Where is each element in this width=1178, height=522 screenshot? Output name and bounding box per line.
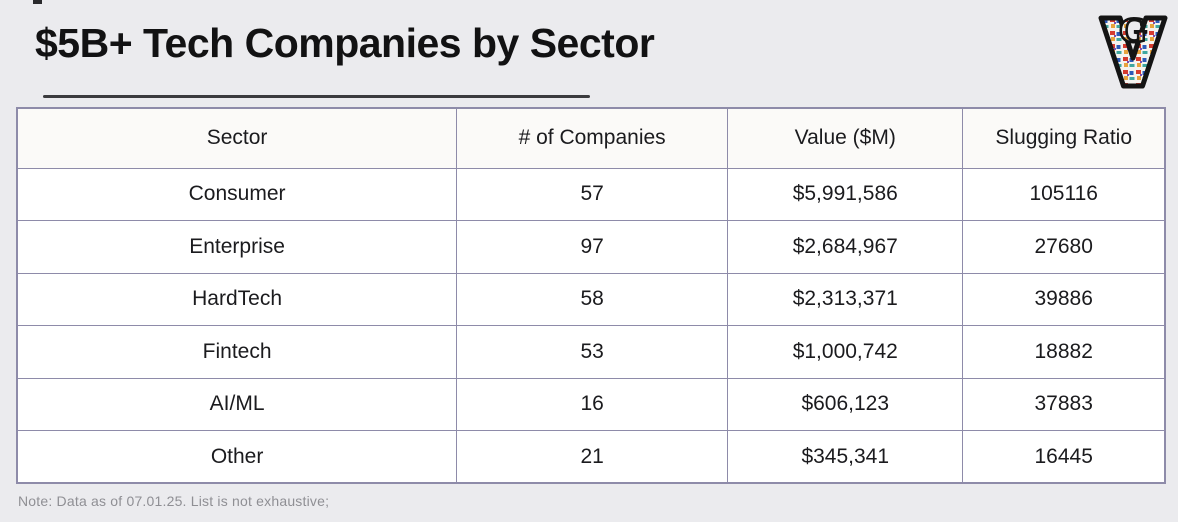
table-row: Enterprise 97 $2,684,967 27680 [16,220,1166,274]
cell-sector: Consumer [16,167,458,221]
table-row: Consumer 57 $5,991,586 105116 [16,167,1166,221]
column-header-sector: Sector [16,107,458,169]
cell-sector: Enterprise [16,220,458,274]
cell-slugging: 16445 [962,430,1166,484]
cell-value: $345,341 [727,430,964,484]
gv-collage-logo-icon: G [1096,4,1170,92]
table-row: AI/ML 16 $606,123 37883 [16,377,1166,431]
cell-count: 57 [456,167,729,221]
column-header-value: Value ($M) [727,107,964,169]
cell-count: 53 [456,325,729,379]
data-note: Note: Data as of 07.01.25. List is not e… [18,493,330,509]
table-row: Fintech 53 $1,000,742 18882 [16,325,1166,379]
cell-slugging: 37883 [962,377,1166,431]
logo-letter-v [1098,15,1168,89]
cell-sector: AI/ML [16,377,458,431]
table-row: HardTech 58 $2,313,371 39886 [16,272,1166,326]
cell-value: $2,313,371 [727,272,964,326]
table-row: Other 21 $345,341 16445 [16,430,1166,484]
cell-count: 58 [456,272,729,326]
cell-slugging: 39886 [962,272,1166,326]
cell-value: $1,000,742 [727,325,964,379]
sector-table: Sector # of Companies Value ($M) Sluggin… [16,107,1166,484]
cell-slugging: 27680 [962,220,1166,274]
column-header-slugging: Slugging Ratio [962,107,1166,169]
cell-count: 97 [456,220,729,274]
logo-letter-g: G [1119,10,1147,50]
screen-edge-artifact [33,0,42,4]
cell-count: 16 [456,377,729,431]
cell-slugging: 18882 [962,325,1166,379]
cell-count: 21 [456,430,729,484]
cell-value: $5,991,586 [727,167,964,221]
header-row: Sector # of Companies Value ($M) Sluggin… [16,107,1166,169]
cell-slugging: 105116 [962,167,1166,221]
cell-sector: Fintech [16,325,458,379]
cell-value: $2,684,967 [727,220,964,274]
column-header-count: # of Companies [456,107,729,169]
page-title: $5B+ Tech Companies by Sector [35,20,655,66]
cell-sector: Other [16,430,458,484]
title-underline [43,95,590,98]
cell-value: $606,123 [727,377,964,431]
cell-sector: HardTech [16,272,458,326]
